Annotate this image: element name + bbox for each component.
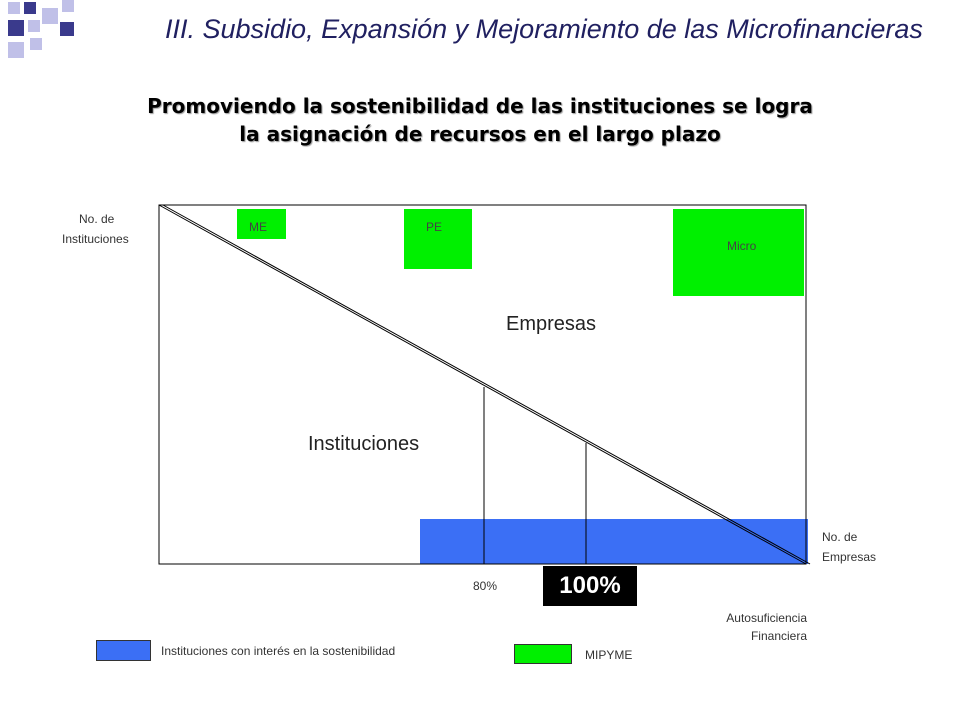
- micro-box: [673, 209, 804, 296]
- pe-box: [404, 209, 472, 269]
- axis-caption-line-2: Financiera: [750, 629, 807, 643]
- subtitle-line-1: Promoviendo la sostenibilidad de las ins…: [147, 94, 813, 118]
- region-label-empresas: Empresas: [506, 313, 597, 335]
- pe-label: PE: [426, 220, 443, 234]
- me-box: [237, 209, 286, 239]
- me-label: ME: [249, 220, 267, 234]
- legend-green-label: MIPYME: [585, 648, 633, 662]
- region-label-instituciones: Instituciones: [308, 433, 420, 455]
- y-axis-label-line-2: Instituciones: [62, 232, 129, 246]
- diagonal-line-b: [162, 204, 811, 565]
- marker-100-badge: 100%: [543, 566, 637, 606]
- legend-green-swatch: [514, 644, 572, 664]
- legend-blue-label: Instituciones con interés en la sostenib…: [161, 644, 396, 658]
- marker-80-label: 80%: [473, 579, 498, 593]
- micro-label: Micro: [727, 239, 757, 253]
- y-axis-label-line-1: No. de: [79, 212, 115, 226]
- x-axis-label-line-2: Empresas: [822, 550, 877, 564]
- axis-caption-line-1: Autosuficiencia: [726, 611, 807, 625]
- x-axis-label-line-1: No. de: [822, 530, 858, 544]
- subtitle-line-2: la asignación de recursos en el largo pl…: [239, 122, 721, 146]
- diagram-frame: [158, 204, 807, 565]
- slide-title: III. Subsidio, Expansión y Mejoramiento …: [165, 14, 923, 44]
- legend-blue-swatch: [96, 640, 151, 661]
- blue-region: [420, 519, 808, 564]
- diagonal-line-a: [158, 204, 807, 565]
